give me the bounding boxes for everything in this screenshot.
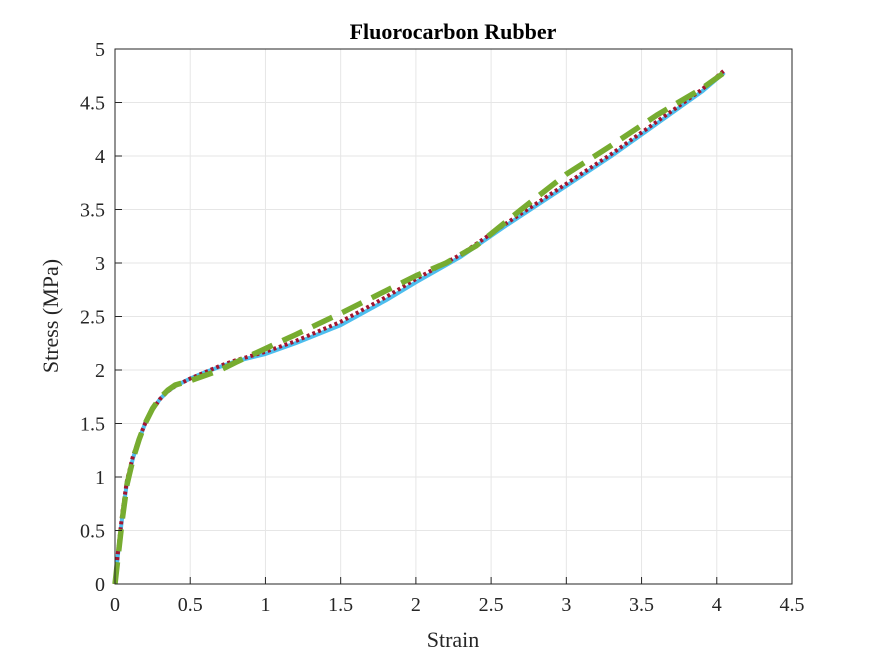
y-tick-label: 4 — [95, 146, 105, 168]
x-tick-label: 4.5 — [780, 594, 805, 616]
y-tick-label: 0 — [95, 574, 105, 596]
x-tick-label: 3 — [561, 594, 571, 616]
x-tick-label: 2 — [411, 594, 421, 616]
x-tick-label: 4 — [712, 594, 722, 616]
y-tick-label: 0.5 — [80, 521, 105, 543]
x-tick-label: 2.5 — [479, 594, 504, 616]
ticks: 0 0.5 1 1.5 2 2.5 3 3.5 4 4.5 0 0.5 1 1.5 2 2.5 3 3.5 4 4.5… — [80, 39, 805, 616]
x-tick-label: 1.5 — [328, 594, 353, 616]
x-axis-label: Strain — [427, 627, 480, 652]
y-tick-label: 1 — [95, 467, 105, 489]
x-tick-label: 0.5 — [178, 594, 203, 616]
x-tick-label: 0 — [110, 594, 120, 616]
y-tick-label: 2.5 — [80, 307, 105, 329]
y-tick-label: 2 — [95, 360, 105, 382]
series-group — [112, 68, 726, 585]
series-line-3 — [112, 70, 726, 585]
y-tick-label: 5 — [95, 39, 105, 61]
y-tick-label: 3.5 — [80, 200, 105, 222]
x-tick-label: 1 — [260, 594, 270, 616]
series-line-2 — [113, 68, 726, 585]
y-tick-label: 3 — [95, 253, 105, 275]
y-axis-label: Stress (MPa) — [38, 259, 63, 373]
y-tick-label: 1.5 — [80, 414, 105, 436]
chart-title: Fluorocarbon Rubber — [350, 19, 557, 44]
y-tick-label: 4.5 — [80, 93, 105, 115]
x-tick-label: 3.5 — [629, 594, 654, 616]
